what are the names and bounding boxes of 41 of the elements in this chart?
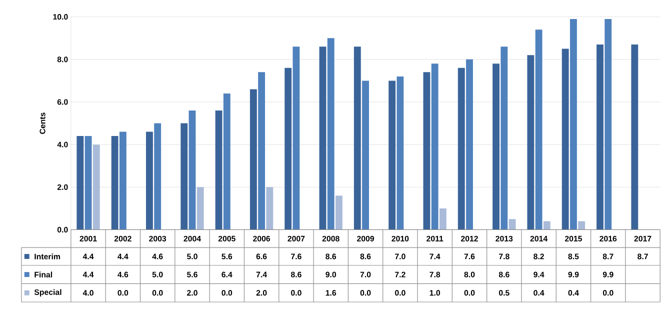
bar xyxy=(466,59,473,230)
bar xyxy=(336,196,342,230)
bar xyxy=(570,19,577,230)
bar xyxy=(578,221,586,230)
bar xyxy=(250,89,257,230)
bar xyxy=(223,94,230,230)
bar xyxy=(196,187,204,230)
bar xyxy=(492,64,500,230)
bar xyxy=(508,219,516,230)
bar xyxy=(84,136,92,230)
bar xyxy=(119,132,126,230)
bar xyxy=(354,46,361,230)
bar xyxy=(423,72,430,230)
bar xyxy=(362,80,369,230)
bar xyxy=(543,221,550,230)
bar xyxy=(396,76,404,230)
bar xyxy=(327,38,334,230)
bar xyxy=(92,144,100,230)
bar xyxy=(631,44,638,230)
bar xyxy=(535,30,542,230)
bar xyxy=(215,110,222,230)
bar xyxy=(431,64,438,230)
bar xyxy=(146,132,153,230)
bar xyxy=(388,80,396,230)
bar xyxy=(319,46,326,230)
bar xyxy=(76,136,84,230)
bar xyxy=(596,44,604,230)
bar xyxy=(458,68,465,230)
bar xyxy=(500,46,508,230)
bar xyxy=(266,187,274,230)
bar xyxy=(562,48,569,230)
bar xyxy=(604,19,612,230)
bar xyxy=(154,123,162,230)
bar xyxy=(527,55,534,230)
bar xyxy=(258,72,266,230)
bar xyxy=(111,136,118,230)
bar xyxy=(439,208,446,230)
bar xyxy=(188,110,196,230)
bar xyxy=(292,46,300,230)
bar xyxy=(284,68,292,230)
bar xyxy=(180,123,188,230)
